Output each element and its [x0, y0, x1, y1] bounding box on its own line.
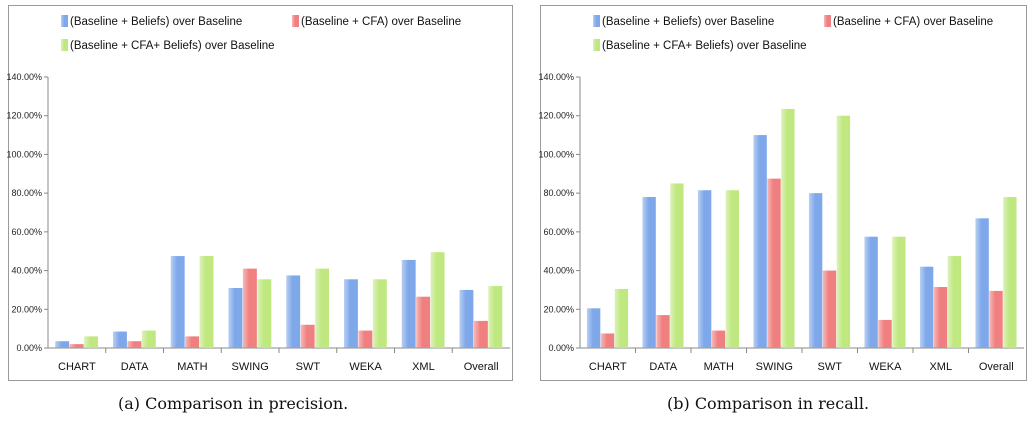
precision-y-tick-label: 80.00% [11, 188, 42, 198]
precision-category-label: MATH [177, 361, 207, 373]
recall-bar-cfa-beliefs-weka [892, 236, 906, 348]
recall-bar-cfa-beliefs-swt [836, 115, 851, 348]
precision-bar-cfa-swt [300, 324, 315, 348]
recall-y-tick-label: 80.00% [543, 188, 574, 198]
precision-bar-cfa-beliefs-swt [315, 268, 330, 348]
recall-legend-label-cfa-beliefs: (Baseline + CFA+ Beliefs) over Baseline [602, 40, 807, 52]
precision-bar-beliefs-overall [459, 289, 474, 348]
recall-y-tick-label: 140.00% [538, 72, 574, 82]
precision-legend-label-cfa-beliefs: (Baseline + CFA+ Beliefs) over Baseline [70, 40, 275, 52]
recall-bar-cfa-math [711, 330, 726, 348]
recall-y-tick-label: 20.00% [543, 304, 574, 314]
precision-y-tick-label: 60.00% [11, 227, 42, 237]
precision-chart-panel: (Baseline + Beliefs) over Baseline (Basel… [0, 0, 516, 384]
precision-y-tick-label: 20.00% [11, 304, 42, 314]
precision-legend-label-beliefs: (Baseline + Beliefs) over Baseline [70, 16, 242, 28]
recall-category-label: CHART [589, 361, 627, 373]
precision-bar-cfa-math [185, 336, 200, 348]
precision-category-label: Overall [464, 361, 499, 373]
recall-bar-cfa-beliefs-data [670, 183, 684, 348]
precision-category-label: CHART [58, 361, 96, 373]
recall-bar-cfa-swing [767, 178, 781, 348]
precision-bar-cfa-xml [416, 296, 431, 348]
recall-category-label: XML [929, 361, 952, 373]
recall-bar-beliefs-math [697, 190, 712, 348]
precision-bar-cfa-beliefs-overall [488, 286, 503, 348]
precision-category-label: SWING [231, 361, 268, 373]
precision-bar-beliefs-math [170, 256, 185, 348]
recall-category-label: MATH [704, 361, 734, 373]
recall-legend-label-beliefs: (Baseline + Beliefs) over Baseline [602, 16, 774, 28]
precision-bar-beliefs-xml [401, 259, 416, 348]
recall-bar-cfa-swt [822, 270, 837, 348]
precision-bar-beliefs-swt [286, 275, 301, 348]
recall-chart: (Baseline + Beliefs) over Baseline (Basel… [538, 5, 1027, 381]
precision-bar-cfa-data [127, 341, 142, 348]
precision-bar-cfa-beliefs-xml [430, 252, 445, 348]
recall-bar-cfa-xml [933, 287, 948, 348]
precision-category-label: SWT [296, 361, 321, 373]
recall-bar-beliefs-chart [586, 308, 601, 348]
precision-category-label: DATA [121, 361, 149, 373]
recall-category-label: SWT [818, 361, 843, 373]
precision-bar-cfa-weka [358, 330, 373, 348]
precision-y-tick-label: 40.00% [11, 266, 42, 276]
recall-y-tick-label: 100.00% [538, 149, 574, 159]
precision-bar-cfa-chart [69, 344, 84, 348]
recall-y-tick-label: 0.00% [548, 343, 574, 353]
recall-bar-beliefs-weka [864, 236, 878, 348]
recall-y-tick-label: 40.00% [543, 266, 574, 276]
caption-recall: (b) Comparison in recall. [667, 394, 870, 413]
recall-bar-beliefs-swt [808, 193, 823, 348]
recall-category-label: SWING [756, 361, 793, 373]
recall-category-label: WEKA [869, 361, 902, 373]
precision-y-tick-label: 140.00% [6, 72, 42, 82]
precision-bar-beliefs-weka [343, 279, 358, 348]
precision-bar-beliefs-swing [228, 287, 243, 348]
recall-bar-beliefs-overall [975, 218, 989, 348]
precision-bar-beliefs-data [112, 331, 127, 348]
precision-bar-beliefs-chart [55, 341, 70, 348]
precision-bar-cfa-swing [242, 268, 257, 348]
recall-bar-cfa-overall [989, 290, 1003, 348]
recall-legend-label-cfa: (Baseline + CFA) over Baseline [833, 16, 993, 28]
recall-y-tick-label: 120.00% [538, 111, 574, 121]
precision-chart: (Baseline + Beliefs) over Baseline (Basel… [6, 5, 513, 381]
precision-y-tick-label: 100.00% [6, 149, 42, 159]
recall-legend-swatch-cfa-beliefs [593, 39, 600, 51]
precision-category-label: WEKA [349, 361, 382, 373]
precision-legend-swatch-cfa-beliefs [61, 39, 68, 51]
recall-bar-beliefs-data [642, 197, 656, 348]
recall-y-tick-label: 60.00% [543, 227, 574, 237]
precision-bar-cfa-beliefs-swing [257, 279, 272, 348]
precision-legend-swatch-beliefs [61, 15, 68, 27]
recall-bar-cfa-weka [878, 319, 892, 348]
recall-category-label: Overall [979, 361, 1014, 373]
precision-bar-cfa-beliefs-weka [372, 279, 387, 348]
recall-legend-swatch-beliefs [593, 15, 600, 27]
recall-bar-cfa-beliefs-xml [947, 256, 962, 348]
recall-category-label: DATA [649, 361, 677, 373]
precision-bar-cfa-beliefs-data [141, 330, 156, 348]
precision-legend-label-cfa: (Baseline + CFA) over Baseline [301, 16, 461, 28]
recall-bar-cfa-beliefs-math [725, 190, 740, 348]
precision-category-label: XML [412, 361, 435, 373]
recall-bar-beliefs-swing [753, 135, 767, 348]
precision-y-tick-label: 120.00% [6, 111, 42, 121]
precision-legend-swatch-cfa [292, 15, 299, 27]
recall-bar-cfa-beliefs-swing [781, 108, 795, 348]
precision-y-tick-label: 0.00% [16, 343, 42, 353]
recall-legend-swatch-cfa [824, 15, 831, 27]
precision-bar-cfa-overall [473, 320, 488, 348]
recall-chart-panel: (Baseline + Beliefs) over Baseline (Basel… [532, 0, 1030, 384]
recall-bar-cfa-data [656, 315, 670, 348]
precision-bar-cfa-beliefs-math [199, 256, 214, 348]
caption-precision: (a) Comparison in precision. [118, 394, 349, 413]
recall-bar-cfa-beliefs-chart [614, 288, 629, 348]
recall-bar-beliefs-xml [919, 266, 934, 348]
recall-bar-cfa-chart [600, 333, 615, 348]
recall-bar-cfa-beliefs-overall [1003, 197, 1017, 348]
precision-bar-cfa-beliefs-chart [84, 336, 99, 348]
